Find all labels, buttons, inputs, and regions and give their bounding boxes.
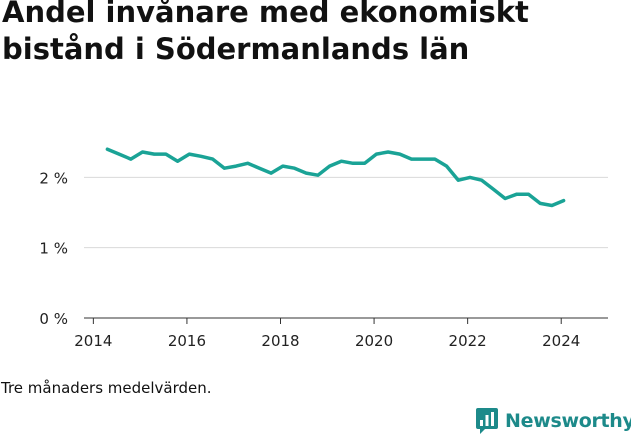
- data-point: [539, 202, 542, 205]
- data-point: [164, 153, 167, 156]
- newsworthy-logo-icon: [476, 408, 498, 434]
- data-point: [492, 188, 495, 191]
- x-tick-label: 2018: [261, 332, 299, 350]
- data-point: [504, 197, 507, 200]
- x-tick-label: 2022: [449, 332, 487, 350]
- data-point: [223, 167, 226, 170]
- chart-title: Andel invånare med ekonomiskt bistånd i …: [2, 0, 529, 66]
- data-point: [235, 165, 238, 168]
- data-point: [305, 172, 308, 175]
- data-point: [387, 151, 390, 154]
- data-point: [258, 167, 261, 170]
- brand-block[interactable]: Newsworthy: [475, 407, 631, 435]
- x-tick-label: 2020: [355, 332, 393, 350]
- data-point: [398, 153, 401, 156]
- data-point: [200, 155, 203, 158]
- data-point: [550, 204, 553, 207]
- data-point: [246, 162, 249, 165]
- x-tick-label: 2024: [542, 332, 580, 350]
- data-point: [562, 199, 565, 202]
- series-line: [105, 147, 566, 208]
- data-point: [410, 158, 413, 161]
- data-point: [106, 148, 109, 151]
- data-point: [363, 162, 366, 165]
- data-point: [433, 158, 436, 161]
- brand-name: Newsworthy: [505, 410, 631, 432]
- footnote: Tre månaders medelvärden.: [1, 379, 212, 397]
- data-point: [293, 167, 296, 170]
- data-point: [375, 153, 378, 156]
- data-point: [129, 158, 132, 161]
- data-point: [340, 160, 343, 163]
- data-point: [527, 193, 530, 196]
- data-point: [469, 176, 472, 179]
- data-point: [457, 179, 460, 182]
- y-tick-label: 0 %: [39, 310, 68, 328]
- data-point: [515, 193, 518, 196]
- data-point: [176, 160, 179, 163]
- data-point: [211, 158, 214, 161]
- data-point: [328, 165, 331, 168]
- data-point: [118, 153, 121, 156]
- data-point: [188, 153, 191, 156]
- data-point: [445, 165, 448, 168]
- data-point: [352, 162, 355, 165]
- data-point: [480, 179, 483, 182]
- data-point: [422, 158, 425, 161]
- x-tick-label: 2014: [74, 332, 112, 350]
- data-point: [141, 151, 144, 154]
- y-tick-label: 1 %: [39, 240, 68, 258]
- x-tick-label: 2016: [168, 332, 206, 350]
- data-point: [153, 153, 156, 156]
- data-point: [270, 172, 273, 175]
- y-tick-label: 2 %: [39, 169, 68, 187]
- data-point: [281, 165, 284, 168]
- data-point: [316, 174, 319, 177]
